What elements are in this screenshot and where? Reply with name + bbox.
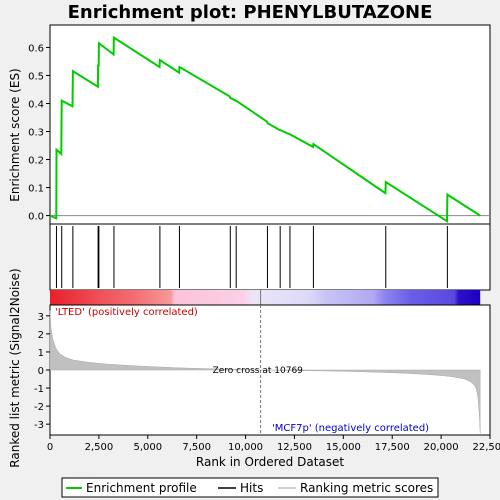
x-tick-label: 7,500	[182, 442, 211, 453]
legend: Enrichment profile Hits Ranking metric s…	[61, 477, 439, 498]
enrichment-y-tick-label: 0.4	[28, 99, 44, 110]
enrichment-y-tick-label: 0.3	[28, 128, 44, 139]
x-tick-label: 12,500	[277, 442, 312, 453]
enrichment-y-tick-label: 0.0	[28, 212, 44, 223]
x-tick-label: 0	[47, 442, 53, 453]
zero-cross-label: Zero cross at 10769	[213, 366, 304, 376]
x-tick-label: 5,000	[133, 442, 162, 453]
x-tick-label: 17,500	[375, 442, 410, 453]
positive-correlation-label: 'LTED' (positively correlated)	[55, 307, 198, 318]
x-axis-label: Rank in Ordered Dataset	[196, 455, 344, 469]
ranked-list-color-bar	[50, 290, 481, 305]
ranking-metric-y-tick-label: 2	[38, 330, 44, 341]
legend-item-ranking-metric-scores: Ranking metric scores	[278, 481, 433, 495]
ranking-metric-y-tick-label: 1	[38, 348, 44, 359]
x-tick-label: 10,000	[228, 442, 263, 453]
ranking-metric-y-tick-label: 0	[38, 366, 44, 377]
enrichment-y-tick-label: 0.5	[28, 71, 44, 82]
legend-label-enrichment-profile: Enrichment profile	[86, 481, 197, 495]
enrichment-y-tick-label: 0.6	[28, 43, 44, 54]
legend-item-hits: Hits	[218, 481, 263, 495]
negative-correlation-label: 'MCF7p' (negatively correlated)	[272, 423, 429, 434]
legend-label-hits: Hits	[240, 481, 263, 495]
hits-panel	[49, 223, 491, 291]
legend-label-ranking-metric-scores: Ranking metric scores	[300, 481, 433, 495]
ranking-metric-y-tick-label: -2	[34, 402, 44, 413]
legend-item-enrichment-profile: Enrichment profile	[66, 481, 197, 495]
x-axis: 0 2,500 5,000 7,500 10,000 12,500 15,000 17,500…	[47, 435, 500, 453]
enrichment-score-panel: 0.0 0.1 0.2 0.3 0.4 0.5 0.6 Enrichment score (…	[8, 24, 491, 225]
x-tick-label: 2,500	[85, 442, 114, 453]
enrichment-y-tick-label: 0.1	[28, 184, 44, 195]
enrichment-profile-line	[49, 35, 481, 224]
ranking-metric-y-tick-label: -3	[34, 420, 44, 431]
chart-title: Enrichment plot: PHENYLBUTAZONE	[68, 2, 433, 23]
legend-box	[61, 477, 439, 498]
ranking-metric-y-tick-label: 3	[38, 312, 44, 323]
x-tick-label: 15,000	[326, 442, 361, 453]
ranking-metric-y-tick-label: -1	[34, 384, 44, 395]
ranking-metric-y-ticks: -3 -2 -1 0 1 2 3	[34, 312, 50, 431]
enrichment-y-tick-label: 0.2	[28, 156, 44, 167]
enrichment-y-axis-label: Enrichment score (ES)	[8, 68, 22, 201]
x-tick-label: 22,500	[473, 442, 500, 453]
color-bar-gradient	[50, 290, 481, 305]
ranking-metric-area	[49, 310, 481, 434]
ranking-metric-y-axis-label: Ranked list metric (Signal2Noise)	[8, 268, 22, 467]
enrichment-y-ticks: 0.0 0.1 0.2 0.3 0.4 0.5 0.6	[28, 43, 50, 223]
x-tick-label: 20,000	[424, 442, 459, 453]
ranking-metric-panel: Zero cross at 10769 'LTED' (positively c…	[8, 268, 491, 468]
hit-lines	[55, 226, 448, 288]
hits-plot-area	[49, 223, 491, 291]
